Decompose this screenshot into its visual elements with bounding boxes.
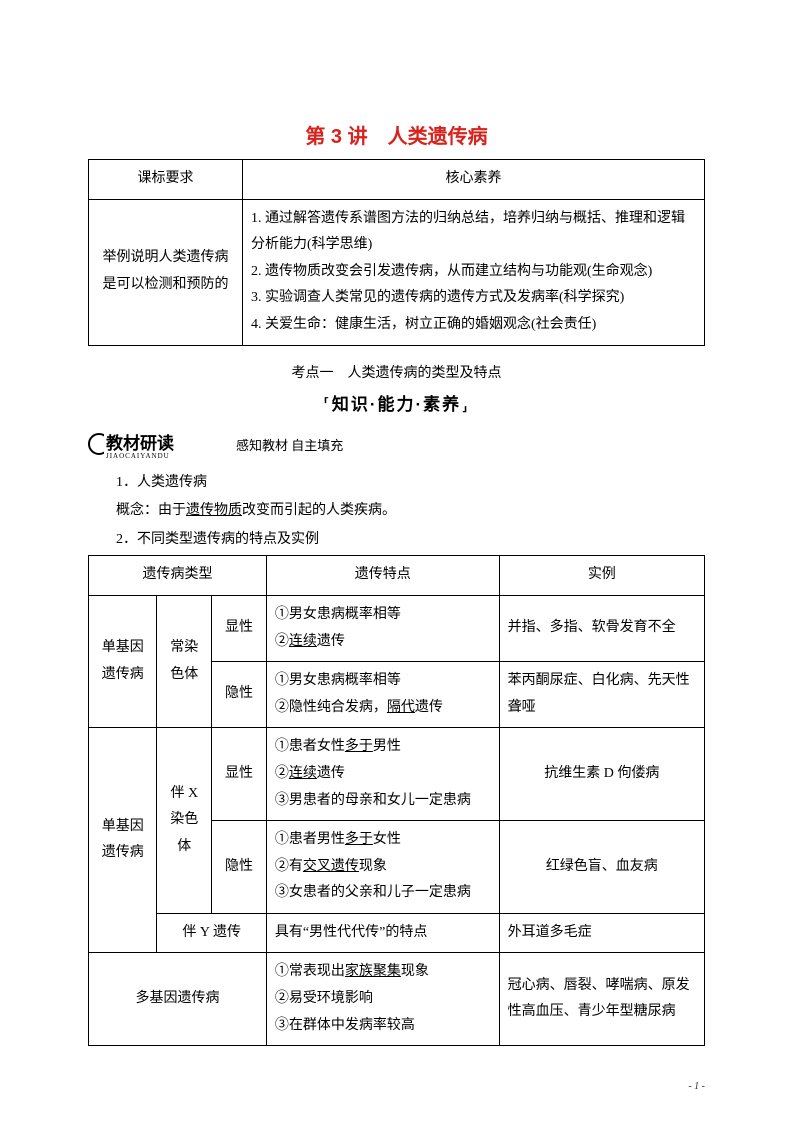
badge-title: 教材研读 bbox=[106, 429, 174, 454]
t2-r4-feat: ①患者男性多于女性 ②有交叉遗传现象 ③女患者的父亲和儿子一定患病 bbox=[266, 821, 499, 914]
t2-r1-type1: 单基因遗传病 bbox=[89, 595, 157, 727]
t2-r3-feat: ①患者女性多于男性 ②连续遗传 ③男患者的母亲和女儿一定患病 bbox=[266, 728, 499, 821]
competency-item: 2. 遗传物质改变会引发遗传病，从而建立结构与功能观(生命观念) bbox=[251, 259, 696, 286]
body-line-3: 2．不同类型遗传病的特点及实例 bbox=[88, 527, 705, 554]
requirements-table: 课标要求 核心素养 举例说明人类遗传病是可以检测和预防的 1. 通过解答遗传系谱… bbox=[88, 159, 705, 346]
t2-r2-feat: ①男女患病概率相等 ②隐性纯合发病，隔代遗传 bbox=[266, 662, 499, 728]
t2-r1-type2: 常染色体 bbox=[157, 595, 212, 727]
t2-r3-type3: 显性 bbox=[212, 728, 267, 821]
left-bracket: ⸢ bbox=[323, 395, 332, 414]
section-bracket: ⸢知识·能力·素养⸥ bbox=[88, 390, 705, 415]
t2-header-type: 遗传病类型 bbox=[89, 556, 267, 596]
t2-r6-example: 冠心病、唇裂、哮喘病、原发性高血压、青少年型糖尿病 bbox=[499, 953, 704, 1046]
t2-r2-type3: 隐性 bbox=[212, 662, 267, 728]
badge-text: 教材研读 JIAOCAIYANDU bbox=[104, 429, 176, 460]
t2-r5-feat: 具有“男性代代传”的特点 bbox=[266, 913, 499, 953]
table1-header-col2: 核心素养 bbox=[243, 160, 705, 200]
section-bracket-text: 知识·能力·素养 bbox=[332, 395, 461, 414]
t2-r3-type2: 伴 X 染色体 bbox=[157, 728, 212, 914]
t2-r6-feat: ①常表现出家族聚集现象 ②易受环境影响 ③在群体中发病率较高 bbox=[266, 953, 499, 1046]
t2-r2-example: 苯丙酮尿症、白化病、先天性聋哑 bbox=[499, 662, 704, 728]
t2-r1-type3: 显性 bbox=[212, 595, 267, 661]
competency-item: 4. 关爱生命：健康生活，树立正确的婚姻观念(社会责任) bbox=[251, 312, 696, 339]
reader-badge: 教材研读 JIAOCAIYANDU 感知教材 自主填充 bbox=[88, 429, 705, 460]
table1-row-col2: 1. 通过解答遗传系谱图方法的归纳总结，培养归纳与概括、推理和逻辑分析能力(科学… bbox=[243, 199, 705, 345]
t2-r1-feat: ①男女患病概率相等 ②连续遗传 bbox=[266, 595, 499, 661]
section-point: 考点一 人类遗传病的类型及特点 bbox=[88, 362, 705, 382]
page-number: - 1 - bbox=[688, 1081, 705, 1092]
t2-r1-example: 并指、多指、软骨发育不全 bbox=[499, 595, 704, 661]
t2-header-example: 实例 bbox=[499, 556, 704, 596]
t2-r4-type3: 隐性 bbox=[212, 821, 267, 914]
badge-pinyin: JIAOCAIYANDU bbox=[106, 452, 174, 460]
competency-item: 1. 通过解答遗传系谱图方法的归纳总结，培养归纳与概括、推理和逻辑分析能力(科学… bbox=[251, 206, 696, 259]
table1-row-col1: 举例说明人类遗传病是可以检测和预防的 bbox=[89, 199, 243, 345]
t2-r4-example: 红绿色盲、血友病 bbox=[499, 821, 704, 914]
page-title: 第 3 讲 人类遗传病 bbox=[88, 120, 705, 149]
body-line-1: 1．人类遗传病 bbox=[88, 470, 705, 497]
disease-types-table: 遗传病类型 遗传特点 实例 单基因遗传病 常染色体 显性 ①男女患病概率相等 ②… bbox=[88, 555, 705, 1046]
t2-r3-type1: 单基因遗传病 bbox=[89, 728, 157, 953]
right-bracket: ⸥ bbox=[461, 395, 470, 414]
t2-r5-type2: 伴 Y 遗传 bbox=[157, 913, 266, 953]
t2-r3-example: 抗维生素 D 佝偻病 bbox=[499, 728, 704, 821]
t2-header-feat: 遗传特点 bbox=[266, 556, 499, 596]
body-line-2: 概念：由于遗传物质改变而引起的人类疾病。 bbox=[88, 498, 705, 525]
badge-note: 感知教材 自主填充 bbox=[236, 435, 343, 454]
t2-r6-type1: 多基因遗传病 bbox=[89, 953, 267, 1046]
t2-r5-example: 外耳道多毛症 bbox=[499, 913, 704, 953]
competency-item: 3. 实验调查人类常见的遗传病的遗传方式及发病率(科学探究) bbox=[251, 285, 696, 312]
table1-header-col1: 课标要求 bbox=[89, 160, 243, 200]
